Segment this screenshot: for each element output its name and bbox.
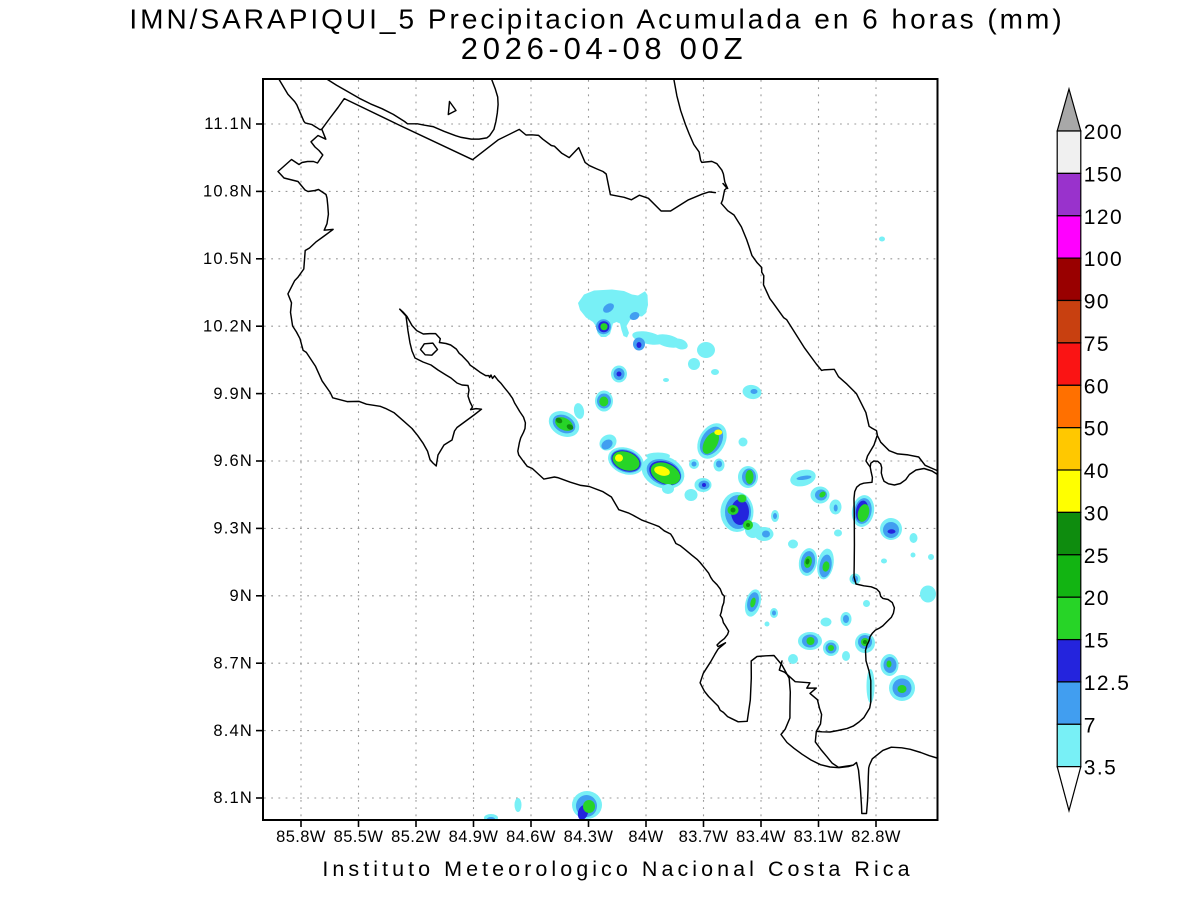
svg-text:25: 25	[1084, 545, 1110, 568]
svg-text:84.3W: 84.3W	[564, 828, 614, 846]
svg-text:8.1N: 8.1N	[213, 789, 253, 807]
svg-text:60: 60	[1084, 375, 1110, 398]
svg-text:83.7W: 83.7W	[679, 828, 729, 846]
svg-text:9.9N: 9.9N	[213, 385, 253, 403]
svg-text:82.8W: 82.8W	[851, 828, 901, 846]
svg-text:84.6W: 84.6W	[506, 828, 556, 846]
svg-text:15: 15	[1084, 630, 1110, 653]
svg-text:9.3N: 9.3N	[213, 520, 253, 538]
svg-text:85.5W: 85.5W	[334, 828, 384, 846]
svg-text:9N: 9N	[230, 587, 254, 605]
svg-text:10.2N: 10.2N	[203, 317, 253, 335]
svg-text:40: 40	[1084, 460, 1110, 483]
svg-text:20: 20	[1084, 587, 1110, 610]
svg-text:11.1N: 11.1N	[204, 115, 253, 133]
svg-text:3.5: 3.5	[1084, 757, 1117, 780]
svg-text:120: 120	[1084, 206, 1123, 229]
svg-text:85.8W: 85.8W	[276, 828, 326, 846]
svg-text:12.5: 12.5	[1084, 672, 1130, 695]
svg-text:50: 50	[1084, 418, 1110, 441]
svg-text:2026-04-08 00Z: 2026-04-08 00Z	[461, 31, 747, 66]
svg-text:8.7N: 8.7N	[213, 654, 253, 672]
svg-text:90: 90	[1084, 291, 1110, 314]
svg-text:10.5N: 10.5N	[203, 250, 253, 268]
svg-text:100: 100	[1084, 248, 1123, 271]
svg-text:IMN/SARAPIQUI_5 Precipitacion: IMN/SARAPIQUI_5 Precipitacion Acumulada …	[129, 4, 1064, 35]
svg-text:84W: 84W	[628, 828, 663, 846]
svg-text:200: 200	[1084, 121, 1123, 144]
svg-text:83.1W: 83.1W	[794, 828, 844, 846]
svg-text:83.4W: 83.4W	[736, 828, 786, 846]
svg-text:9.6N: 9.6N	[213, 452, 253, 470]
svg-text:30: 30	[1084, 502, 1110, 525]
svg-text:10.8N: 10.8N	[203, 183, 253, 201]
svg-text:7: 7	[1084, 714, 1097, 737]
svg-text:8.4N: 8.4N	[213, 722, 253, 740]
svg-text:Instituto Meteorologico Nacion: Instituto Meteorologico Nacional Costa R…	[322, 857, 913, 881]
svg-text:85.2W: 85.2W	[391, 828, 441, 846]
svg-text:84.9W: 84.9W	[449, 828, 499, 846]
svg-text:75: 75	[1084, 333, 1110, 356]
svg-text:150: 150	[1084, 163, 1123, 186]
